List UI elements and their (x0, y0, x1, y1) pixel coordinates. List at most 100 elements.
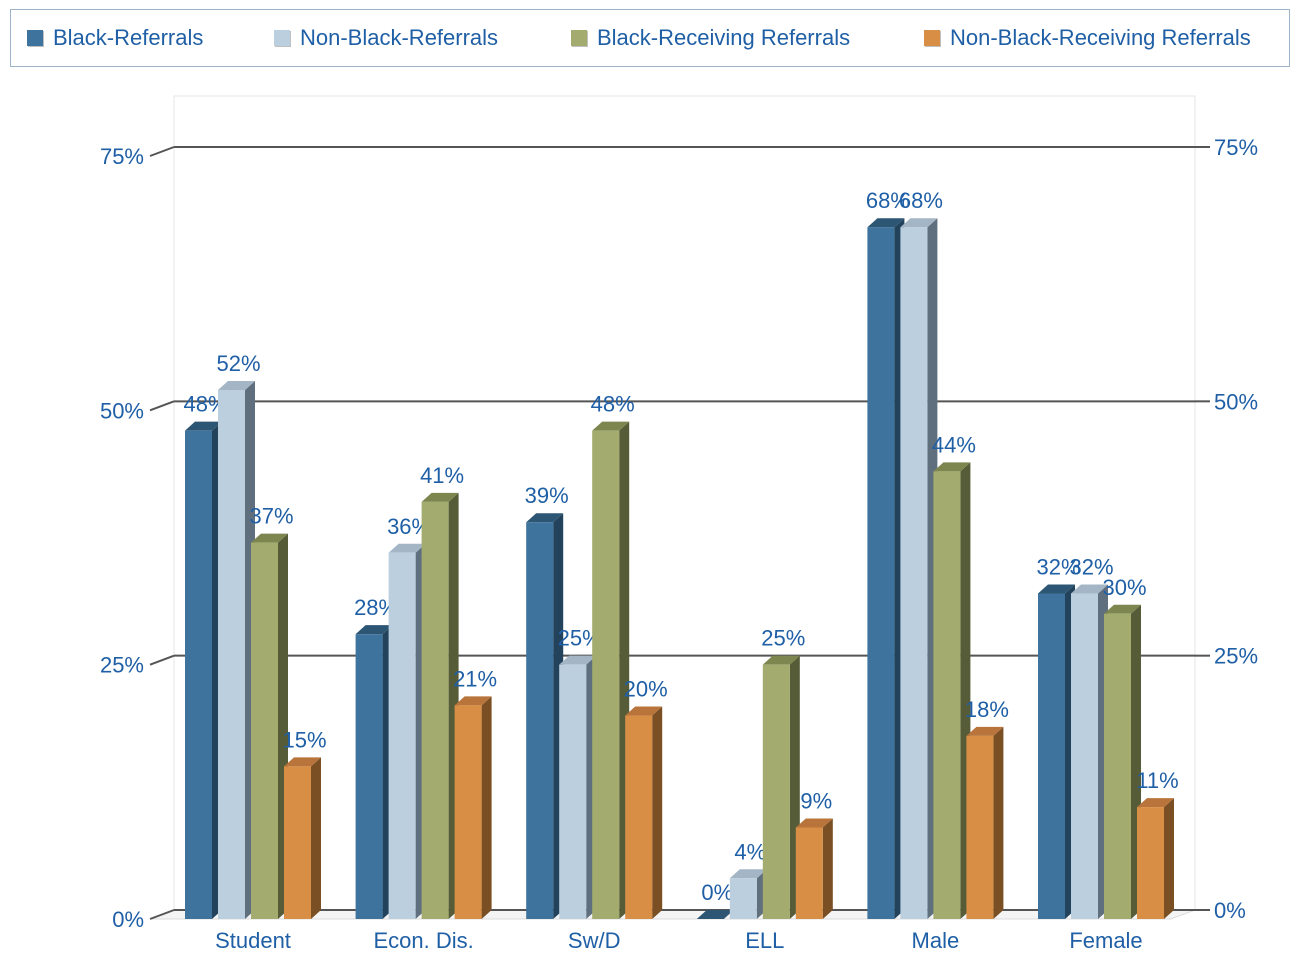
legend-item-non-black-referrals: Non-Black-Referrals (274, 25, 499, 50)
legend-swatch-black-receiving-referrals (571, 30, 587, 46)
data-label-non-black-referrals-student: 52% (216, 351, 260, 376)
x-tick-label-female: Female (1069, 928, 1142, 953)
bar-black-receiving-referrals-male (933, 471, 961, 919)
bar-non-black-receiving-referrals-sw-d-side (652, 706, 663, 919)
bar-non-black-referrals-sw-d (559, 664, 587, 919)
x-tick-label-ell: ELL (745, 928, 784, 953)
bar-black-referrals-male-top (867, 218, 905, 228)
bar-black-referrals-econ-dis-top (355, 625, 393, 635)
legend-item-non-black-receiving-referrals: Non-Black-Receiving Referrals (924, 25, 1251, 50)
bar-black-receiving-referrals-econ-dis (421, 501, 449, 919)
legend-item-black-referrals: Black-Referrals (27, 25, 204, 50)
bar-black-receiving-referrals-female-top (1104, 604, 1141, 614)
legend-swatch-black-referrals (27, 30, 43, 46)
bar-non-black-referrals-sw-d-top (559, 655, 597, 665)
y-tick-label-right-0: 0% (1214, 898, 1246, 923)
gridline-diag-0 (149, 909, 175, 920)
bar-non-black-referrals-econ-dis (388, 552, 416, 919)
data-label-black-receiving-referrals-ell: 25% (761, 626, 805, 651)
data-label-black-referrals-female: 32% (1036, 554, 1080, 579)
bar-black-receiving-referrals-student (251, 542, 278, 919)
bar-non-black-referrals-ell (729, 878, 757, 919)
y-tick-label-right-25: 25% (1214, 644, 1258, 669)
bar-black-receiving-referrals-female (1104, 613, 1131, 919)
bar-black-receiving-referrals-student-top (251, 533, 288, 543)
bar-non-black-receiving-referrals-econ-dis (454, 705, 482, 919)
data-label-black-receiving-referrals-female: 30% (1102, 575, 1146, 600)
bar-non-black-receiving-referrals-sw-d (625, 715, 653, 919)
bar-black-referrals-female (1038, 593, 1065, 919)
data-label-non-black-receiving-referrals-female: 11% (1136, 768, 1178, 793)
data-label-black-referrals-ell: 0% (701, 880, 733, 905)
bar-black-referrals-student (185, 430, 212, 919)
bar-non-black-receiving-referrals-male (966, 735, 994, 919)
data-label-non-black-referrals-ell: 4% (734, 839, 766, 864)
data-label-black-referrals-male: 68% (866, 188, 910, 213)
y-tick-label-left-25: 25% (100, 653, 144, 678)
bar-black-referrals-male (867, 227, 895, 920)
bar-non-black-referrals-female-top (1071, 584, 1108, 594)
x-tick-label-student: Student (215, 928, 291, 953)
bar-non-black-referrals-student (218, 389, 245, 919)
bar-black-receiving-referrals-sw-d (592, 430, 620, 919)
bar-black-receiving-referrals-ell (762, 664, 790, 919)
bar-non-black-receiving-referrals-male-top (966, 726, 1004, 736)
bar-black-receiving-referrals-econ-dis-top (421, 492, 459, 502)
bar-black-receiving-referrals-sw-d-top (592, 421, 630, 431)
data-label-black-receiving-referrals-male: 44% (932, 432, 976, 457)
legend-item-black-receiving-referrals: Black-Receiving Referrals (571, 25, 851, 50)
data-label-non-black-receiving-referrals-student: 15% (282, 727, 326, 752)
bar-black-referrals-student-top (185, 421, 222, 431)
data-label-black-receiving-referrals-sw-d: 48% (591, 392, 635, 417)
bar-black-referrals-sw-d-top (526, 513, 564, 523)
x-tick-label-sw-d: Sw/D (568, 928, 621, 953)
legend-label-black-referrals: Black-Referrals (53, 25, 204, 50)
bar-black-referrals-ell-top (696, 910, 734, 919)
legend-swatch-non-black-referrals (274, 30, 290, 46)
data-label-non-black-receiving-referrals-econ-dis: 21% (453, 666, 497, 691)
bar-non-black-receiving-referrals-ell-top (795, 818, 833, 828)
data-label-black-referrals-sw-d: 39% (525, 483, 569, 508)
bar-black-referrals-econ-dis (355, 634, 383, 919)
legend-label-non-black-referrals: Non-Black-Referrals (300, 25, 499, 50)
bar-non-black-receiving-referrals-sw-d-top (625, 706, 663, 716)
bar-non-black-referrals-female (1071, 593, 1098, 919)
data-label-non-black-receiving-referrals-male: 18% (965, 697, 1009, 722)
data-label-non-black-receiving-referrals-ell: 9% (800, 788, 832, 813)
x-tick-label-male: Male (912, 928, 960, 953)
data-label-non-black-referrals-male: 68% (899, 188, 943, 213)
legend-label-black-receiving-referrals: Black-Receiving Referrals (597, 25, 851, 50)
legend-swatch-non-black-receiving-referrals (924, 30, 940, 46)
y-tick-label-left-75: 75% (100, 144, 144, 169)
bar-black-referrals-sw-d (526, 522, 554, 919)
y-tick-label-left-50: 50% (100, 398, 144, 423)
gridline-diag-25 (149, 654, 175, 666)
bar-black-referrals-female-top (1038, 584, 1075, 594)
y-tick-label-right-75: 75% (1214, 135, 1258, 160)
data-label-black-receiving-referrals-student: 37% (249, 504, 293, 529)
data-label-black-receiving-referrals-econ-dis: 41% (420, 463, 464, 488)
gridline-diag-75 (149, 146, 175, 157)
data-label-non-black-receiving-referrals-sw-d: 20% (624, 677, 668, 702)
bar-black-receiving-referrals-ell-top (762, 655, 800, 665)
bar-non-black-referrals-male (900, 227, 928, 920)
legend: Black-Referrals Non-Black-Referrals Blac… (10, 9, 1290, 67)
bar-non-black-receiving-referrals-female-top (1137, 798, 1174, 808)
bar-black-receiving-referrals-male-top (933, 462, 971, 472)
y-tick-label-left-0: 0% (112, 907, 144, 932)
bar-non-black-receiving-referrals-ell-side (822, 818, 833, 919)
gridline-diag-50 (149, 400, 175, 412)
bar-non-black-receiving-referrals-econ-dis-side (481, 696, 492, 919)
legend-label-non-black-receiving-referrals: Non-Black-Receiving Referrals (950, 25, 1251, 50)
bar-non-black-receiving-referrals-female-side (1164, 798, 1174, 919)
bar-non-black-referrals-male-top (900, 218, 938, 228)
bar-non-black-receiving-referrals-student (284, 766, 311, 919)
bar-non-black-referrals-student-top (218, 380, 255, 390)
bar-non-black-receiving-referrals-female (1137, 807, 1164, 919)
plot-back-wall (173, 95, 1196, 911)
bar-non-black-receiving-referrals-male-side (993, 726, 1004, 919)
y-tick-label-right-50: 50% (1214, 389, 1258, 414)
x-tick-label-econ-dis: Econ. Dis. (373, 928, 473, 953)
